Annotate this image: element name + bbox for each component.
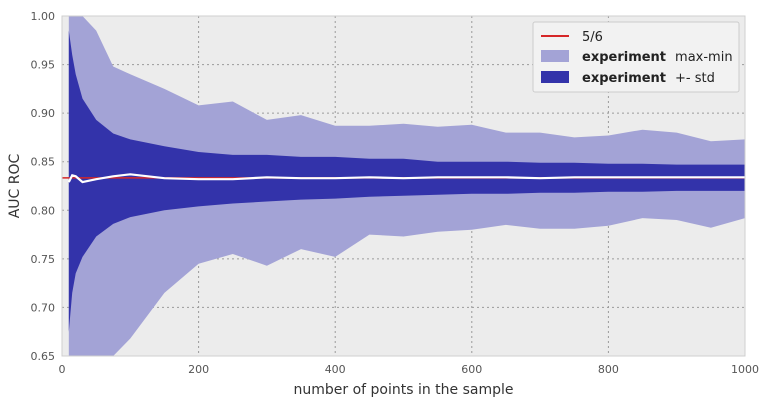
legend-label-maxmin-suffix: max-min (675, 50, 733, 65)
line-mean (67, 173, 745, 184)
legend-label-maxmin-bold: experiment (582, 50, 666, 65)
axis-ticks: 0 200 400 600 800 1000 0.65 0.70 0.75 0.80 0.85 0.9… (31, 10, 760, 376)
band-std (68, 30, 746, 332)
legend-label-std: experiment +- std (582, 71, 715, 86)
y-tick-label: 0.85 (31, 156, 56, 169)
data-areas (68, 16, 746, 356)
x-axis-label: number of points in the sample (293, 382, 513, 398)
legend-label-ref: 5/6 (582, 30, 603, 45)
y-tick-label: 0.75 (31, 253, 56, 266)
x-tick-label: 200 (188, 363, 209, 376)
plot-frame (61, 15, 746, 357)
legend-box (532, 21, 740, 93)
legend: 5/6 experiment max-min experiment +- std (532, 21, 740, 93)
y-tick-label: 0.65 (31, 350, 56, 363)
y-tick-label: 0.70 (31, 301, 56, 314)
y-axis-label: AUC ROC (7, 153, 23, 218)
legend-label-maxmin: experiment max-min (582, 50, 733, 65)
x-tick-label: 600 (461, 363, 482, 376)
x-tick-label: 1000 (731, 363, 759, 376)
data-lines (62, 173, 745, 184)
legend-label-std-suffix: +- std (675, 71, 715, 86)
y-tick-label: 0.80 (31, 204, 56, 217)
y-tick-label: 0.95 (31, 59, 56, 72)
x-tick-label: 400 (325, 363, 346, 376)
x-tick-label: 800 (598, 363, 619, 376)
legend-swatch-std (541, 71, 569, 83)
legend-label-std-bold: experiment (582, 71, 666, 86)
x-tick-label: 0 (59, 363, 66, 376)
y-tick-label: 1.00 (31, 10, 56, 23)
legend-swatch-maxmin (541, 50, 569, 62)
y-tick-label: 0.90 (31, 107, 56, 120)
